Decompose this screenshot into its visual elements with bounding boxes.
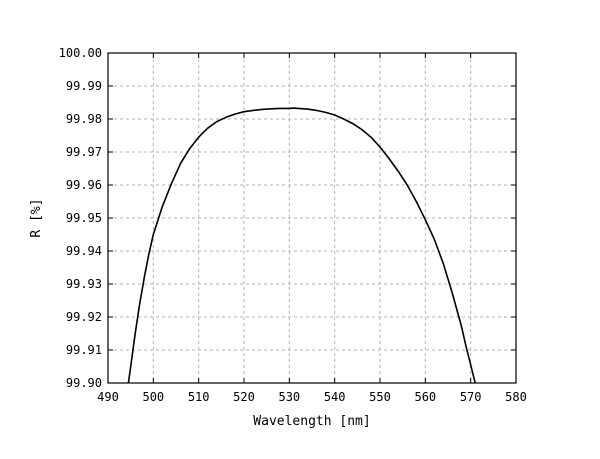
y-tick-label: 99.93 — [66, 277, 102, 291]
x-tick-label: 500 — [142, 390, 164, 404]
reflectance-curve — [127, 107, 477, 383]
series-layer — [127, 107, 477, 383]
x-tick-label: 540 — [324, 390, 346, 404]
x-tick-label: 530 — [278, 390, 300, 404]
y-tick-label: 99.99 — [66, 79, 102, 93]
y-tick-label: 99.95 — [66, 211, 102, 225]
y-tick-label: 99.91 — [66, 343, 102, 357]
y-tick-label: 99.97 — [66, 145, 102, 159]
y-tick-label: 100.00 — [59, 46, 102, 60]
y-tick-label: 99.98 — [66, 112, 102, 126]
y-axis-label: R [%] — [29, 198, 44, 237]
x-tick-label: 570 — [460, 390, 482, 404]
x-axis-label: Wavelength [nm] — [253, 414, 370, 429]
x-tick-label: 510 — [188, 390, 210, 404]
y-tick-label: 99.94 — [66, 244, 102, 258]
y-tick-label: 99.90 — [66, 376, 102, 390]
x-tick-label: 560 — [414, 390, 436, 404]
x-tick-label: 580 — [505, 390, 527, 404]
x-tick-label: 490 — [97, 390, 119, 404]
axis-ticks: 490 500 510 520 530 540 550 560 570 580 99.90 99.91… — [59, 46, 527, 404]
x-tick-label: 520 — [233, 390, 255, 404]
y-tick-label: 99.96 — [66, 178, 102, 192]
x-tick-label: 550 — [369, 390, 391, 404]
y-tick-label: 99.92 — [66, 310, 102, 324]
